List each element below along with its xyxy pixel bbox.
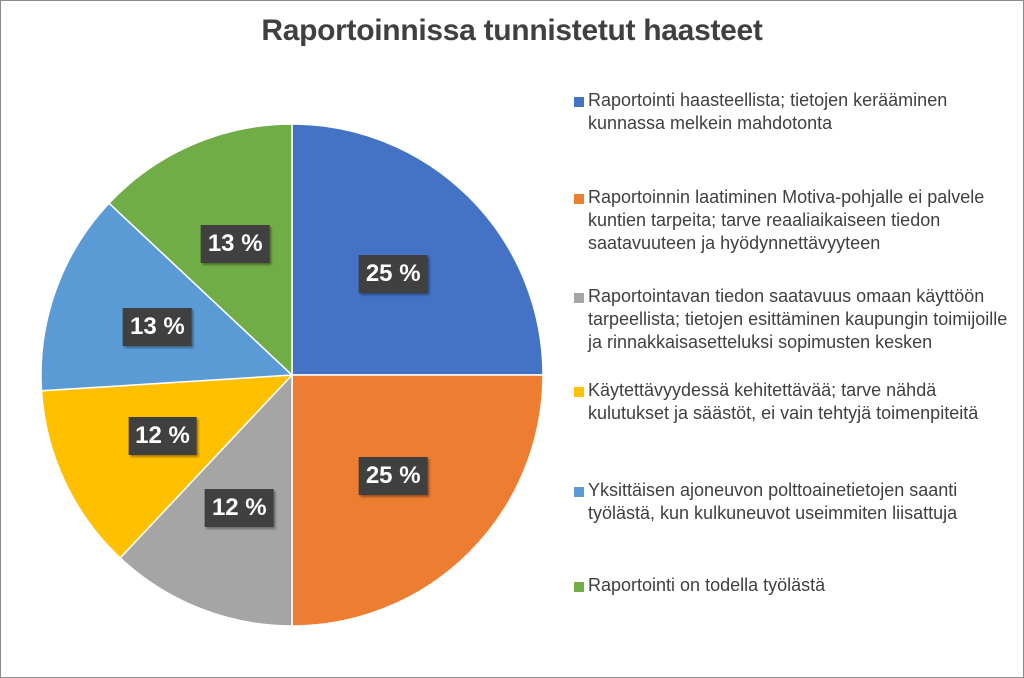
legend-label: Raportointi on todella työlästä xyxy=(588,575,826,595)
legend-swatch xyxy=(574,387,584,397)
legend-label: Käytettävyydessä kehitettävää; tarve näh… xyxy=(588,380,979,423)
slice-data-label: 13 % xyxy=(123,307,192,346)
slice-data-label: 12 % xyxy=(128,416,197,455)
slice-data-label: 13 % xyxy=(200,224,270,263)
legend-swatch xyxy=(574,293,584,303)
pie-slice xyxy=(291,123,544,376)
legend-label: Raportointi haasteellista; tietojen kerä… xyxy=(588,90,948,133)
legend-swatch xyxy=(574,194,584,204)
legend-swatch xyxy=(574,487,584,497)
pie-slice xyxy=(40,202,294,392)
slice-data-label: 25 % xyxy=(358,254,428,293)
slice-data-label: 25 % xyxy=(358,457,428,496)
slice-data-label: 12 % xyxy=(204,489,274,527)
pie-slice xyxy=(107,123,293,377)
legend-swatch xyxy=(574,582,584,592)
legend-label: Raportoinnin laatiminen Motiva-pohjalle … xyxy=(588,187,985,253)
chart-title: Raportoinnissa tunnistetut haasteet xyxy=(261,14,763,47)
legend-label: Raportointavan tiedon saatavuus omaan kä… xyxy=(588,286,1008,352)
legend-label: Yksittäisen ajoneuvon polttoainetietojen… xyxy=(588,480,958,523)
pie-slice xyxy=(291,374,544,627)
legend-swatch xyxy=(574,97,584,107)
pie-slice xyxy=(40,374,294,560)
